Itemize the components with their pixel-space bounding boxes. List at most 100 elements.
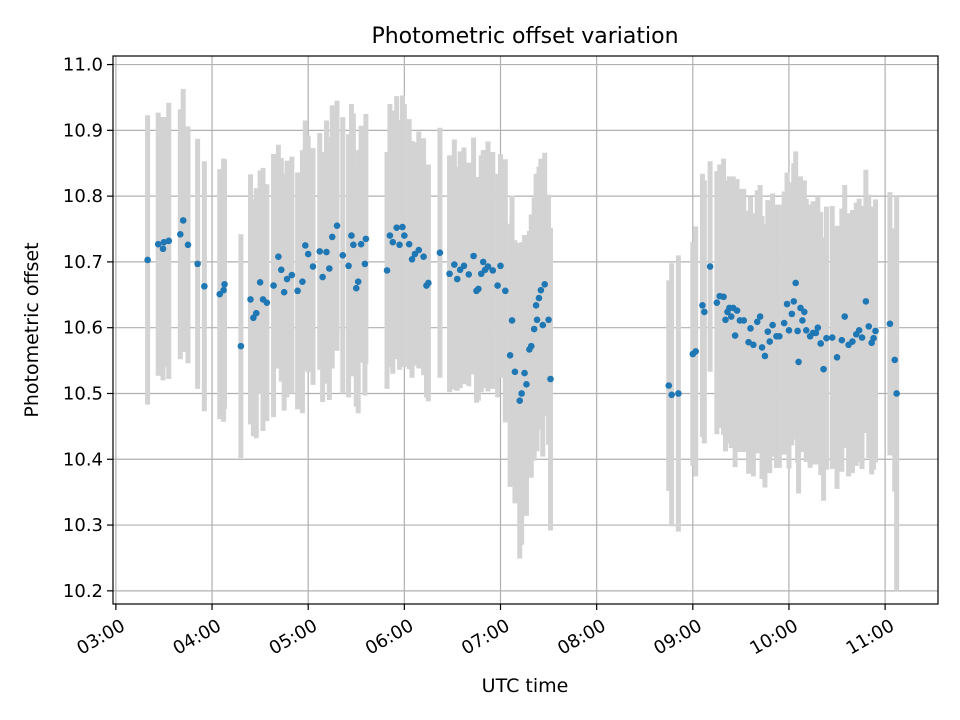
- data-point: [361, 260, 369, 268]
- data-point: [790, 298, 798, 305]
- data-point: [722, 316, 729, 324]
- y-tick-label: 10.4: [63, 449, 103, 470]
- data-point: [339, 252, 347, 259]
- data-point: [386, 232, 394, 239]
- data-point: [460, 262, 468, 270]
- data-point: [862, 298, 870, 305]
- data-point: [299, 278, 306, 285]
- data-point: [475, 285, 482, 293]
- data-point: [747, 325, 754, 332]
- data-point: [788, 310, 796, 318]
- data-point: [489, 267, 497, 274]
- data-point: [154, 240, 162, 248]
- data-point: [780, 319, 788, 327]
- data-point: [159, 245, 167, 253]
- data-point: [823, 334, 830, 342]
- data-point: [833, 354, 841, 361]
- data-point: [165, 237, 173, 245]
- data-point: [479, 258, 487, 266]
- data-point: [144, 256, 151, 264]
- data-point: [769, 321, 776, 329]
- data-point: [527, 342, 535, 350]
- data-point: [731, 332, 739, 339]
- data-point: [740, 317, 748, 324]
- data-point: [893, 390, 900, 397]
- data-point: [425, 279, 432, 287]
- data-point: [764, 328, 772, 335]
- data-point: [326, 265, 333, 272]
- data-point: [275, 253, 282, 260]
- data-point: [494, 282, 501, 289]
- data-point: [870, 334, 877, 342]
- data-point: [794, 327, 801, 335]
- data-point: [294, 287, 301, 295]
- data-point: [891, 356, 899, 364]
- data-point: [484, 263, 492, 270]
- data-point: [399, 223, 406, 231]
- data-point: [237, 342, 245, 350]
- data-point: [675, 390, 682, 397]
- data-point: [220, 286, 227, 294]
- data-point: [247, 296, 254, 303]
- data-point: [252, 309, 260, 317]
- data-point: [277, 266, 285, 274]
- data-point: [785, 327, 793, 334]
- y-tick-label: 10.6: [63, 318, 103, 339]
- data-point: [283, 275, 291, 283]
- data-point: [446, 270, 453, 278]
- data-point: [841, 313, 849, 320]
- y-tick-label: 11.0: [63, 55, 103, 76]
- data-point: [547, 375, 554, 383]
- data-point: [802, 327, 810, 334]
- y-axis-label: Photometric offset: [21, 242, 43, 417]
- data-point: [184, 241, 192, 249]
- data-point: [263, 299, 271, 306]
- data-point: [288, 271, 296, 279]
- data-point: [508, 317, 516, 324]
- data-point: [352, 284, 360, 292]
- data-point: [506, 352, 514, 359]
- data-point: [280, 288, 288, 296]
- data-point: [304, 250, 312, 258]
- data-point: [270, 282, 277, 289]
- data-point: [812, 329, 820, 337]
- data-point: [541, 280, 549, 288]
- data-point: [316, 248, 324, 255]
- y-axis-ticks: 10.2 10.3 10.4 10.5 10.6 10.7 10.8 10.9 11.0: [63, 55, 113, 602]
- data-point: [872, 327, 879, 335]
- data-point: [415, 246, 423, 254]
- data-point: [886, 320, 894, 328]
- data-point: [194, 260, 201, 268]
- x-axis-label: UTC time: [482, 675, 569, 697]
- data-point: [706, 263, 714, 270]
- data-point: [523, 380, 530, 388]
- data-point: [451, 261, 458, 268]
- data-point: [849, 338, 856, 345]
- data-point: [221, 280, 228, 288]
- data-point: [756, 313, 764, 320]
- data-point: [828, 334, 836, 341]
- data-point: [436, 249, 444, 257]
- data-point: [753, 318, 761, 326]
- data-point: [401, 232, 408, 239]
- data-point: [511, 368, 519, 376]
- data-point: [309, 263, 317, 270]
- data-point: [393, 224, 400, 232]
- data-point: [350, 241, 357, 249]
- data-point: [776, 332, 783, 340]
- data-point: [855, 327, 863, 334]
- data-point: [795, 358, 802, 366]
- data-point: [521, 369, 528, 377]
- data-point: [396, 241, 403, 249]
- data-point: [177, 230, 184, 238]
- data-point: [502, 287, 509, 295]
- data-point: [408, 255, 416, 263]
- data-point: [720, 293, 727, 301]
- data-point: [530, 325, 538, 333]
- data-point: [801, 308, 808, 316]
- data-point: [497, 262, 504, 270]
- data-point: [535, 294, 543, 302]
- chart-title: Photometric offset variation: [371, 24, 678, 49]
- y-tick-label: 10.8: [63, 186, 103, 207]
